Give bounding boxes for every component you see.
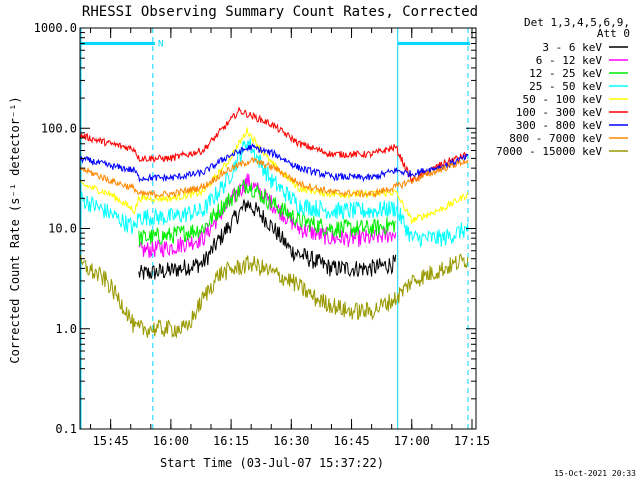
y-axis-label: Corrected Count Rate (s⁻¹ detector⁻¹) bbox=[8, 96, 22, 363]
chart-title: RHESSI Observing Summary Count Rates, Co… bbox=[82, 4, 478, 20]
series-line bbox=[138, 179, 397, 247]
legend-entry: 12 - 25 keV bbox=[529, 67, 602, 80]
legend-entry: 100 - 300 keV bbox=[516, 106, 602, 119]
legend-entry: 50 - 100 keV bbox=[523, 93, 603, 106]
legend-header: Att 0 bbox=[597, 27, 630, 40]
x-tick-label: 16:30 bbox=[273, 434, 309, 448]
x-tick-label: 17:15 bbox=[454, 434, 490, 448]
x-tick-label: 15:45 bbox=[93, 434, 129, 448]
series-line bbox=[79, 156, 469, 199]
plot-area: N 0.1 1.0 10.0 100.0 1000.0 15:45 16:00 16:15 16:… bbox=[34, 21, 490, 448]
series-line bbox=[79, 138, 469, 248]
legend-entry: 3 - 6 keV bbox=[542, 41, 602, 54]
series-line bbox=[79, 253, 469, 339]
legend-header: Det 1,3,4,5,6,9, bbox=[524, 16, 630, 29]
footer-date: 15-Oct-2021 20:33 bbox=[554, 469, 636, 478]
legend-entry: 25 - 50 keV bbox=[529, 80, 602, 93]
y-tick-label: 1.0 bbox=[55, 322, 77, 336]
legend-entry: 6 - 12 keV bbox=[536, 54, 603, 67]
legend-entry: 300 - 800 keV bbox=[516, 119, 602, 132]
x-axis-label: Start Time (03-Jul-07 15:37:22) bbox=[160, 456, 384, 470]
x-tick-label: 16:00 bbox=[153, 434, 189, 448]
x-tick-label: 16:45 bbox=[333, 434, 369, 448]
night-label: N bbox=[158, 40, 163, 50]
y-tick-label: 100.0 bbox=[41, 121, 77, 135]
legend-entry: 7000 - 15000 keV bbox=[496, 145, 602, 158]
y-tick-label: 10.0 bbox=[48, 222, 77, 236]
series-line bbox=[138, 173, 397, 259]
x-tick-label: 16:15 bbox=[213, 434, 249, 448]
x-tick-label: 17:00 bbox=[394, 434, 430, 448]
series-line bbox=[138, 199, 397, 280]
y-tick-label: 0.1 bbox=[55, 422, 77, 436]
series-line bbox=[79, 143, 469, 183]
series-line bbox=[79, 107, 469, 184]
y-tick-label: 1000.0 bbox=[34, 21, 77, 35]
legend-entry: 800 - 7000 keV bbox=[509, 132, 602, 145]
